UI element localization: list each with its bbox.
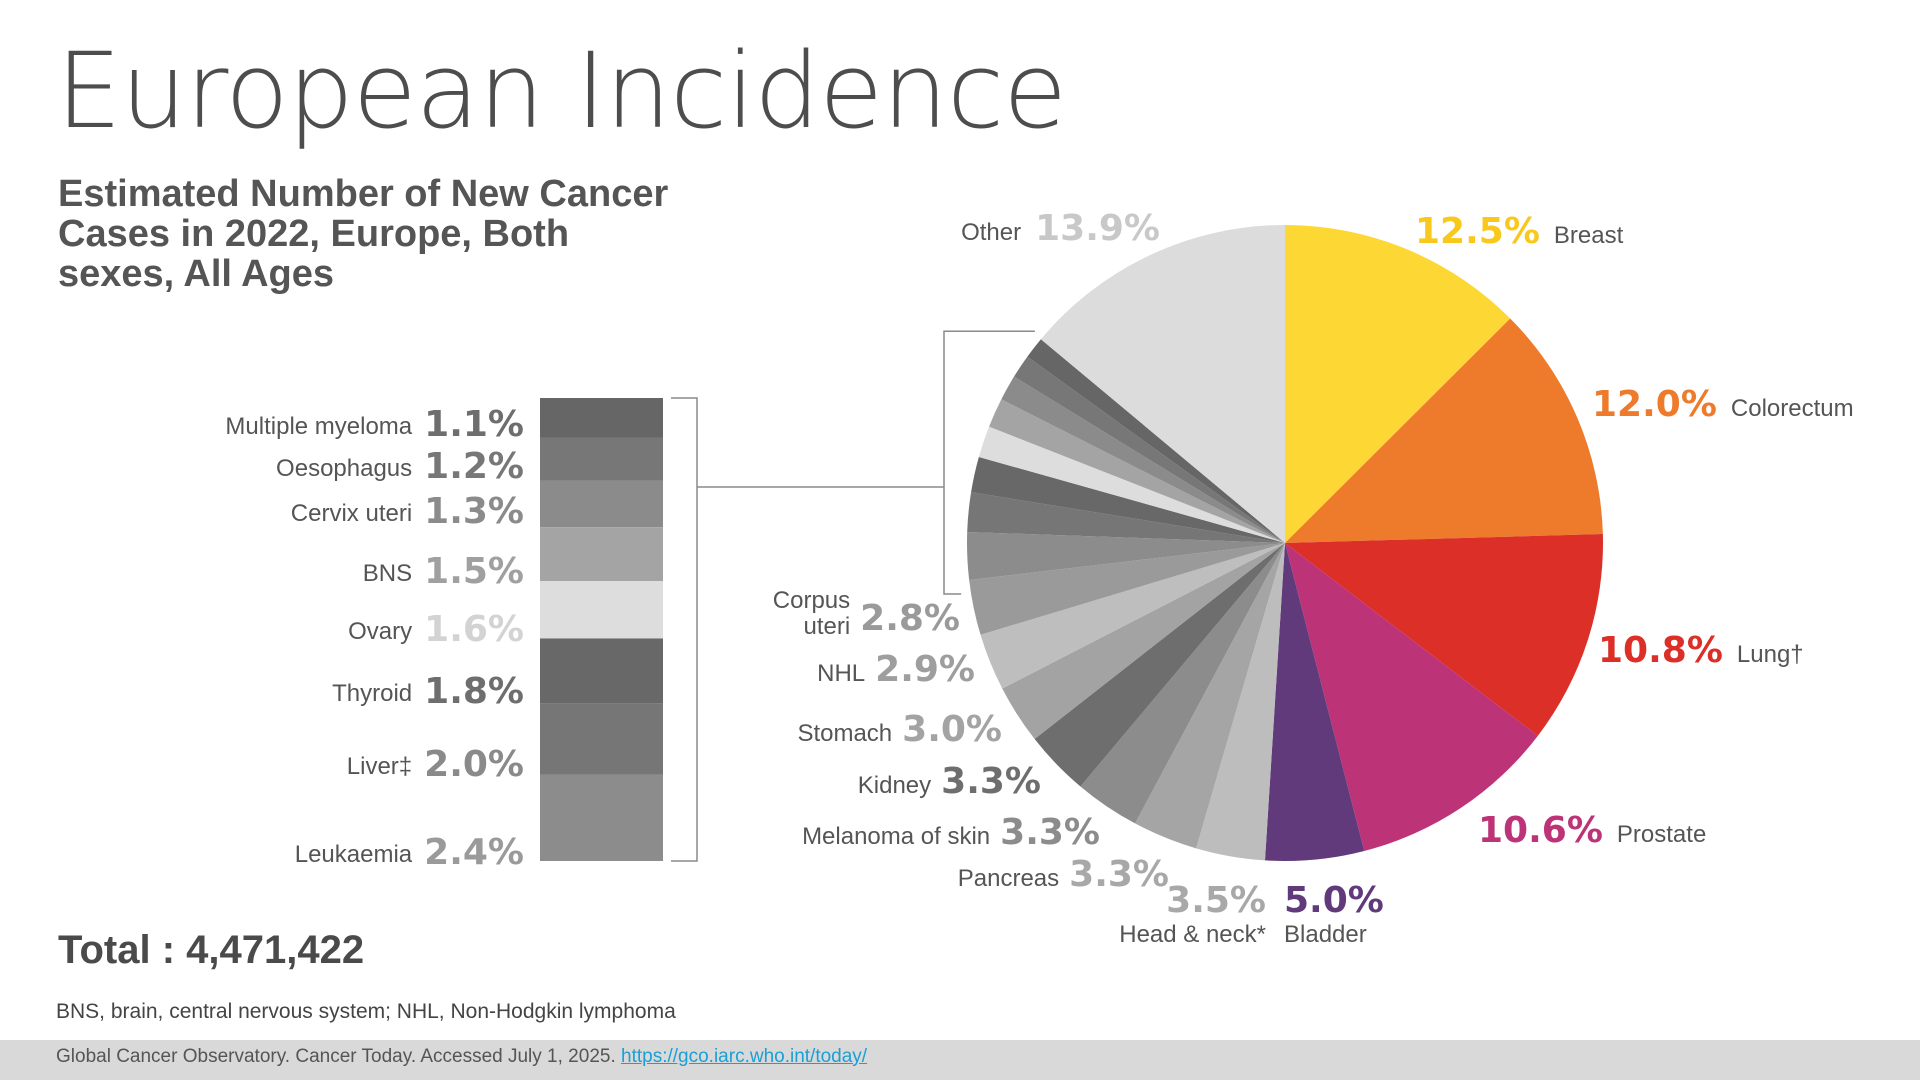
bar-name-label-multiple-myeloma: Multiple myeloma xyxy=(225,413,412,440)
name-label-bladder: Bladder xyxy=(1284,921,1367,948)
bar-name-label-liver: Liver‡ xyxy=(347,753,412,780)
chart-labels: 12.5% Breast 12.0% Colorectum 10.8% Lung† 10.6… xyxy=(225,208,1853,948)
name-label-colorectum: Colorectum xyxy=(1731,395,1854,422)
stacked-bar xyxy=(540,398,663,861)
pct-label-pancreas: 3.3% xyxy=(1069,854,1169,895)
bar-name-label-leukaemia: Leukaemia xyxy=(295,841,413,868)
bar-pct-label-bns: 1.5% xyxy=(424,551,524,592)
pie-slice-leukaemia xyxy=(966,531,1285,580)
bar-pct-label-oesophagus: 1.2% xyxy=(424,446,524,487)
page-title: European Incidence xyxy=(56,30,1067,152)
pie-slice-bns xyxy=(989,399,1285,543)
name-label-melanoma-of-skin: Melanoma of skin xyxy=(802,823,990,850)
bar-pct-label-cervix-uteri: 1.3% xyxy=(424,491,524,532)
name-label-other: Other xyxy=(961,219,1021,246)
pct-label-other: 13.9% xyxy=(1035,208,1160,249)
chart-canvas: 12.5% Breast 12.0% Colorectum 10.8% Lung† 10.6… xyxy=(225,208,1853,948)
pie-slice-breast xyxy=(1285,225,1511,543)
pie-slice-head-neck xyxy=(1196,543,1285,861)
source-bar xyxy=(0,1040,1920,1080)
name-label-breast: Breast xyxy=(1554,222,1624,249)
bar-pct-label-leukaemia: 2.4% xyxy=(424,832,524,873)
pct-label-lung: 10.8% xyxy=(1598,630,1723,671)
pct-label-melanoma-of-skin: 3.3% xyxy=(1000,812,1100,853)
pie-slice-thyroid xyxy=(971,457,1285,543)
pct-label-breast: 12.5% xyxy=(1415,211,1540,252)
source-text: Global Cancer Observatory. Cancer Today.… xyxy=(56,1046,616,1067)
pie-slice-cervix-uteri xyxy=(1001,376,1285,543)
source-link[interactable]: https://gco.iarc.who.int/today/ xyxy=(621,1046,868,1067)
pct-label-stomach: 3.0% xyxy=(902,709,1002,750)
name-label-lung: Lung† xyxy=(1737,641,1804,668)
name-label-pancreas: Pancreas xyxy=(958,865,1059,892)
pie-slice-corpus-uteri xyxy=(969,543,1285,635)
source-citation: Global Cancer Observatory. Cancer Today.… xyxy=(56,1046,867,1068)
pie-slice-melanoma-of-skin xyxy=(1080,543,1285,824)
pie-slice-prostate xyxy=(1285,543,1538,851)
bar-bracket xyxy=(671,397,698,862)
bar-name-label-cervix-uteri: Cervix uteri xyxy=(291,500,412,527)
pie-slice-kidney xyxy=(1034,543,1285,787)
name-label-prostate: Prostate xyxy=(1617,821,1706,848)
bar-segment-thyroid xyxy=(540,638,663,704)
pct-label-kidney: 3.3% xyxy=(941,761,1041,802)
bar-pct-label-multiple-myeloma: 1.1% xyxy=(424,404,524,445)
name-label-kidney: Kidney xyxy=(858,772,931,799)
bar-name-label-oesophagus: Oesophagus xyxy=(276,455,412,482)
name-label-corpus-uteri: Corpus uteri xyxy=(773,587,850,640)
pct-label-head-neck: 3.5% xyxy=(1166,880,1266,921)
bar-segment-ovary xyxy=(540,581,663,639)
name-label-head-neck: Head & neck* xyxy=(1119,921,1266,948)
pie-slice-liver xyxy=(967,492,1285,543)
pie-slice-stomach xyxy=(1002,543,1285,740)
bar-segment-multiple-myeloma xyxy=(540,398,663,438)
bar-segment-oesophagus xyxy=(540,437,663,481)
bar-name-label-bns: BNS xyxy=(363,560,412,587)
pie-slice-nhl xyxy=(980,543,1285,689)
pie-slice-other xyxy=(1040,225,1285,543)
pie-slice-ovary xyxy=(978,426,1285,543)
pie-slice-colorectum xyxy=(1285,318,1603,543)
pie-slice-lung xyxy=(1285,533,1603,736)
bar-name-label-thyroid: Thyroid xyxy=(332,680,412,707)
bar-pct-label-ovary: 1.6% xyxy=(424,609,524,650)
bar-pct-label-thyroid: 1.8% xyxy=(424,671,524,712)
footnote: BNS, brain, central nervous system; NHL,… xyxy=(56,1000,676,1023)
pie-slice-pancreas xyxy=(1135,543,1285,849)
pie-chart xyxy=(966,225,1603,862)
pct-label-prostate: 10.6% xyxy=(1478,810,1603,851)
pie-slice-multiple-myeloma xyxy=(1027,339,1285,543)
chart-subtitle: Estimated Number of New Cancer Cases in … xyxy=(58,173,669,295)
bar-segment-bns xyxy=(540,527,663,582)
name-label-nhl: NHL xyxy=(817,660,865,687)
bar-segment-liver xyxy=(540,703,663,775)
bar-segment-cervix-uteri xyxy=(540,480,663,528)
pct-label-corpus-uteri: 2.8% xyxy=(860,598,960,639)
pct-label-nhl: 2.9% xyxy=(875,649,975,690)
name-label-stomach: Stomach xyxy=(797,720,892,747)
total-count: Total : 4,471,422 xyxy=(58,928,365,972)
bar-segment-leukaemia xyxy=(540,774,663,861)
pie-slice-oesophagus xyxy=(1014,356,1285,543)
bracket-connector xyxy=(671,330,1035,862)
pct-label-bladder: 5.0% xyxy=(1284,880,1384,921)
pct-label-colorectum: 12.0% xyxy=(1592,384,1717,425)
bar-name-label-ovary: Ovary xyxy=(348,618,412,645)
pie-bracket xyxy=(943,330,1035,595)
pie-slice-bladder xyxy=(1264,543,1365,862)
bar-pct-label-liver: 2.0% xyxy=(424,744,524,785)
